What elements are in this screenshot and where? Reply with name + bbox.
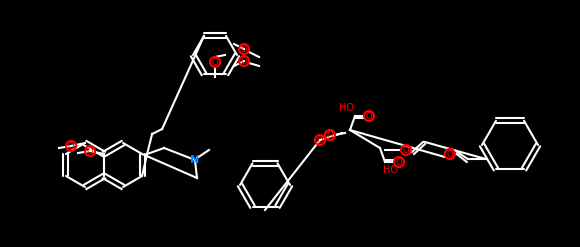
Text: O: O <box>212 58 218 66</box>
Text: O: O <box>447 149 453 159</box>
Text: O: O <box>317 136 323 144</box>
Text: O: O <box>241 57 247 65</box>
Text: O: O <box>396 158 403 166</box>
Text: HO: HO <box>339 103 354 113</box>
Text: N: N <box>190 155 200 165</box>
Text: O: O <box>365 111 372 121</box>
Text: O: O <box>327 130 333 140</box>
Text: O: O <box>403 145 409 155</box>
Text: HO: HO <box>382 165 397 175</box>
Text: O: O <box>87 146 93 156</box>
Text: O: O <box>68 142 74 150</box>
Text: O: O <box>241 44 247 54</box>
